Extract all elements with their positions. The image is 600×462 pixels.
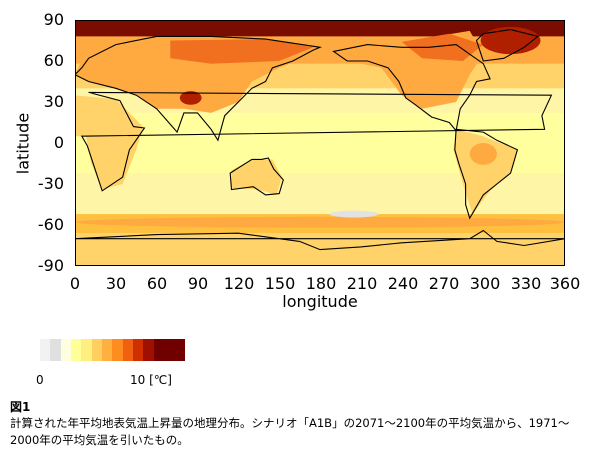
coast-eurasia — [75, 35, 323, 142]
x-tick-label: 240 — [387, 274, 419, 293]
y-tick-label: -30 — [37, 174, 64, 193]
x-tick-label: 360 — [549, 274, 581, 293]
southern-ring — [75, 216, 565, 228]
colorbar-swatch — [174, 339, 185, 361]
canada-warming — [401, 33, 484, 61]
x-tick-label: 60 — [146, 274, 168, 293]
y-tick-label: -90 — [37, 256, 64, 275]
x-tick-label: 150 — [264, 274, 296, 293]
colorbar-label-min: 0 — [36, 373, 44, 387]
tibet-hotspot — [179, 91, 202, 105]
colorbar-swatch — [60, 339, 72, 361]
colorbar-swatch — [50, 339, 61, 361]
greenland-hotspot — [480, 26, 541, 55]
y-axis-label: latitude — [13, 112, 33, 175]
x-tick-label: 300 — [469, 274, 501, 293]
figure-caption: 計算された年平均地表気温上昇量の地理分布。シナリオ「A1B」の2071～2100… — [10, 416, 570, 447]
colorbar-swatch — [143, 339, 154, 361]
x-tick-label: 330 — [510, 274, 542, 293]
colorbar-swatch — [91, 339, 103, 361]
temperature-change-map — [75, 20, 565, 266]
plot-frame — [75, 20, 565, 266]
coast-south-america — [454, 128, 519, 220]
colorbar-swatch — [81, 339, 92, 361]
colorbar-swatch — [122, 339, 134, 361]
colorbar-swatch — [40, 339, 51, 361]
x-tick-label: 180 — [305, 274, 337, 293]
y-tick-label: 30 — [43, 92, 64, 111]
colorbar-swatch — [102, 339, 113, 361]
colorbar-swatch — [153, 339, 165, 361]
colorbar-label-max: 10 [℃] — [130, 373, 172, 387]
south-america-warming — [453, 129, 518, 215]
x-axis-label: longitude — [282, 292, 358, 311]
x-tick-label: 210 — [346, 274, 378, 293]
temperature-shading — [75, 20, 565, 266]
africa-warming — [75, 95, 144, 190]
coast-north-america — [332, 44, 491, 132]
arctic-band — [75, 20, 565, 37]
coast-antarctica — [75, 229, 565, 251]
coastlines — [75, 29, 565, 251]
amazon-hotspot — [469, 143, 497, 165]
colorbar-swatch — [133, 339, 144, 361]
australia-warming — [231, 159, 282, 195]
x-tick-label: 90 — [187, 274, 209, 293]
coast-greenland — [475, 29, 540, 62]
y-tick-label: 60 — [43, 51, 64, 70]
y-tick-label: -60 — [37, 215, 64, 234]
x-tick-label: 0 — [69, 274, 81, 293]
coast-australia — [229, 157, 284, 196]
colorbar-swatch — [71, 339, 82, 361]
colorbar-swatch — [164, 339, 175, 361]
southern-ocean-gray-patch — [329, 210, 379, 218]
y-tick-label: 90 — [43, 10, 64, 29]
colorbar-swatch — [112, 339, 123, 361]
x-tick-label: 30 — [105, 274, 127, 293]
y-tick-label: 0 — [53, 133, 64, 152]
figure-number: 図1 — [10, 400, 31, 414]
x-tick-label: 270 — [428, 274, 460, 293]
x-tick-label: 120 — [223, 274, 255, 293]
siberia-warming — [170, 39, 314, 64]
colorbar — [40, 339, 185, 361]
